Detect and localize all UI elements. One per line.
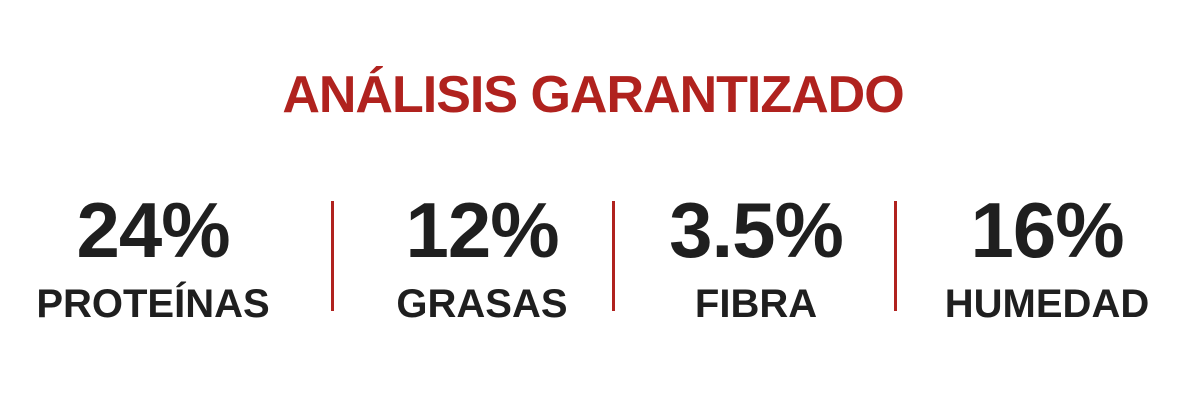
stat-value: 3.5% bbox=[669, 186, 844, 274]
stat-value: 12% bbox=[405, 186, 559, 274]
stat-proteinas: 24% PROTEÍNAS bbox=[23, 184, 283, 328]
stat-label: PROTEÍNAS bbox=[36, 282, 270, 326]
stat-label: HUMEDAD bbox=[944, 282, 1150, 326]
page-title: ANÁLISIS GARANTIZADO bbox=[282, 66, 904, 124]
stat-value: 16% bbox=[970, 186, 1124, 274]
divider bbox=[331, 201, 334, 311]
stat-fibra: 3.5% FIBRA bbox=[626, 184, 886, 328]
stat-humedad: 16% HUMEDAD bbox=[917, 184, 1177, 328]
divider bbox=[894, 201, 897, 311]
stat-value: 24% bbox=[76, 186, 230, 274]
stat-label: GRASAS bbox=[396, 282, 568, 326]
divider bbox=[612, 201, 615, 311]
stat-label: FIBRA bbox=[694, 282, 818, 326]
stat-grasas: 12% GRASAS bbox=[352, 184, 612, 328]
